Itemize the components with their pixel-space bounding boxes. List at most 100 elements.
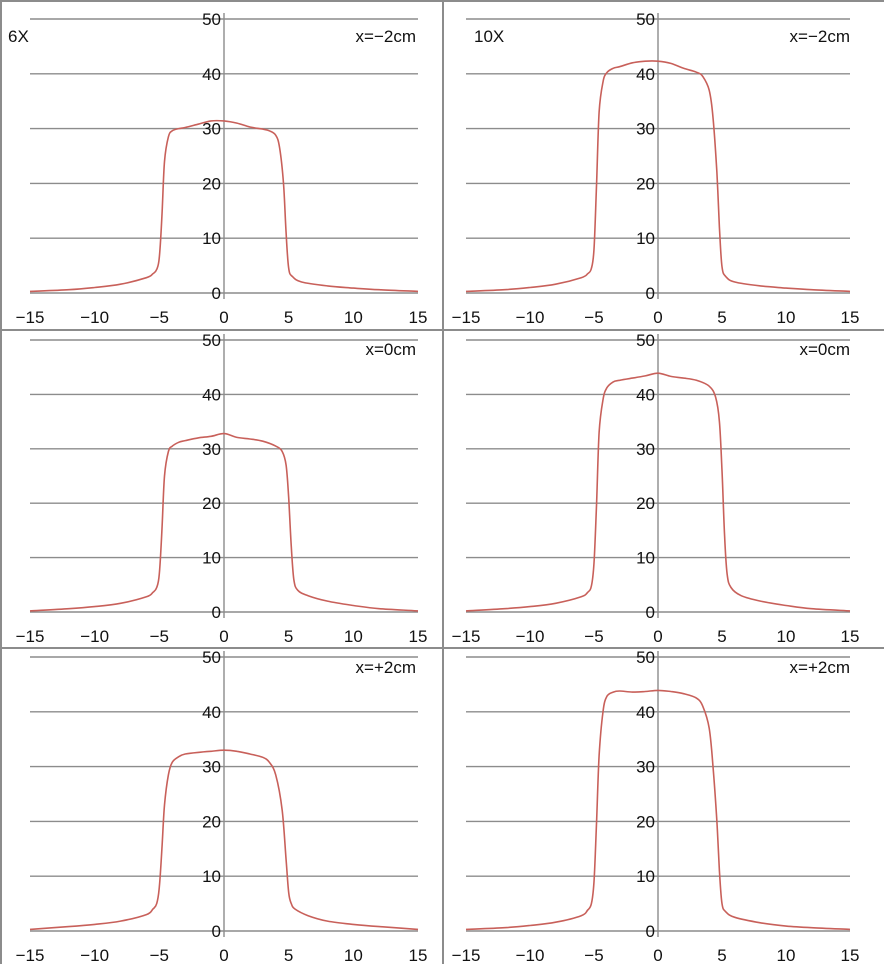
y-tick-label: 10 bbox=[636, 229, 655, 248]
x-tick-label: 5 bbox=[717, 308, 726, 327]
x-tick-label: 10 bbox=[777, 308, 796, 327]
y-tick-label: 50 bbox=[636, 648, 655, 667]
row-divider-2 bbox=[0, 647, 884, 649]
chart-panel-2: 0 10 20 30 40 50 −15 −10 −5 0 5 10 15 10X x=−2cm bbox=[442, 10, 860, 327]
x-tick-label: 5 bbox=[717, 946, 726, 964]
y-tick-label: 30 bbox=[636, 758, 655, 777]
x-tick-label: −10 bbox=[516, 946, 545, 964]
column-divider bbox=[442, 0, 444, 964]
row-divider-1 bbox=[0, 329, 884, 331]
dose-profile-line bbox=[29, 432, 419, 612]
x-tick-label: 15 bbox=[409, 627, 428, 646]
x-tick-label: 10 bbox=[344, 627, 363, 646]
y-tick-label: 30 bbox=[202, 120, 221, 139]
x-tick-label: 5 bbox=[284, 627, 293, 646]
y-tick-label: 40 bbox=[636, 65, 655, 84]
x-tick-label: 10 bbox=[344, 308, 363, 327]
position-label: x=0cm bbox=[365, 340, 416, 359]
x-tick-label: 10 bbox=[777, 627, 796, 646]
x-tick-label: 0 bbox=[653, 308, 662, 327]
y-tick-label: 40 bbox=[636, 385, 655, 404]
y-tick-label: 50 bbox=[636, 331, 655, 350]
y-tick-label: 40 bbox=[202, 65, 221, 84]
y-tick-label: 50 bbox=[202, 10, 221, 29]
position-label: x=−2cm bbox=[356, 27, 416, 46]
y-tick-label: 20 bbox=[636, 174, 655, 193]
x-tick-label: −15 bbox=[452, 627, 481, 646]
y-tick-label: 30 bbox=[636, 440, 655, 459]
chart-panel-6: 0 10 20 30 40 50 −15 −10 −5 0 5 10 15 x=+2cm bbox=[442, 648, 860, 964]
x-tick-label: 5 bbox=[284, 946, 293, 964]
position-label: x=0cm bbox=[799, 340, 850, 359]
x-tick-label: −15 bbox=[16, 627, 45, 646]
y-tick-label: 50 bbox=[202, 331, 221, 350]
x-tick-label: −10 bbox=[516, 308, 545, 327]
chart-panel-1: 0 10 20 30 40 50 −15 −10 −5 0 5 10 15 6X x=−2cm bbox=[0, 10, 428, 327]
y-tick-label: 30 bbox=[202, 440, 221, 459]
x-tick-label: −15 bbox=[452, 946, 481, 964]
x-tick-label: 15 bbox=[409, 946, 428, 964]
y-tick-label: 10 bbox=[202, 229, 221, 248]
y-tick-label: 20 bbox=[636, 812, 655, 831]
position-label: x=+2cm bbox=[356, 658, 416, 677]
y-tick-label: 20 bbox=[202, 494, 221, 513]
x-tick-label: 0 bbox=[219, 308, 228, 327]
y-tick-label: 50 bbox=[202, 648, 221, 667]
chart-panel-3: 0 10 20 30 40 50 −15 −10 −5 0 5 10 15 x=0cm bbox=[0, 331, 428, 646]
x-tick-label: 5 bbox=[717, 627, 726, 646]
y-tick-label: 10 bbox=[636, 549, 655, 568]
y-tick-label: 20 bbox=[636, 494, 655, 513]
y-tick-label: 10 bbox=[202, 549, 221, 568]
y-tick-label: 0 bbox=[212, 922, 221, 941]
x-tick-label: −5 bbox=[584, 308, 603, 327]
x-tick-label: −15 bbox=[452, 308, 481, 327]
x-tick-label: 15 bbox=[841, 308, 860, 327]
y-tick-label: 0 bbox=[646, 284, 655, 303]
y-tick-label: 20 bbox=[202, 174, 221, 193]
x-tick-label: 10 bbox=[777, 946, 796, 964]
x-tick-label: 0 bbox=[653, 627, 662, 646]
y-tick-label: 50 bbox=[636, 10, 655, 29]
position-label: x=+2cm bbox=[790, 658, 850, 677]
dose-profile-line bbox=[29, 749, 419, 931]
y-tick-label: 0 bbox=[646, 603, 655, 622]
energy-label: 6X bbox=[8, 27, 29, 46]
y-tick-label: 40 bbox=[202, 385, 221, 404]
x-tick-label: −5 bbox=[584, 627, 603, 646]
energy-label: 10X bbox=[474, 27, 504, 46]
dose-profile-line bbox=[465, 60, 851, 293]
x-tick-label: −15 bbox=[16, 946, 45, 964]
x-tick-label: 0 bbox=[219, 946, 228, 964]
x-tick-label: 15 bbox=[841, 946, 860, 964]
x-tick-label: 0 bbox=[219, 627, 228, 646]
dose-profile-line bbox=[29, 119, 419, 293]
position-label: x=−2cm bbox=[790, 27, 850, 46]
y-tick-label: 40 bbox=[636, 703, 655, 722]
x-tick-label: −10 bbox=[80, 308, 109, 327]
y-tick-label: 30 bbox=[636, 120, 655, 139]
y-tick-label: 0 bbox=[212, 603, 221, 622]
dose-profile-line bbox=[465, 372, 851, 612]
left-border bbox=[0, 0, 2, 964]
x-tick-label: −5 bbox=[584, 946, 603, 964]
x-tick-label: −10 bbox=[516, 627, 545, 646]
dose-profile-line bbox=[465, 689, 851, 931]
x-tick-label: 10 bbox=[344, 946, 363, 964]
y-tick-label: 40 bbox=[202, 703, 221, 722]
x-tick-label: −5 bbox=[150, 627, 169, 646]
x-tick-label: −10 bbox=[80, 946, 109, 964]
y-tick-label: 10 bbox=[636, 867, 655, 886]
x-tick-label: −5 bbox=[150, 946, 169, 964]
x-tick-label: 15 bbox=[841, 627, 860, 646]
x-tick-label: −5 bbox=[150, 308, 169, 327]
x-tick-label: −15 bbox=[16, 308, 45, 327]
x-tick-label: 15 bbox=[409, 308, 428, 327]
y-tick-label: 0 bbox=[646, 922, 655, 941]
y-tick-label: 20 bbox=[202, 812, 221, 831]
y-tick-label: 10 bbox=[202, 867, 221, 886]
y-tick-label: 0 bbox=[212, 284, 221, 303]
y-tick-label: 30 bbox=[202, 758, 221, 777]
chart-panel-4: 0 10 20 30 40 50 −15 −10 −5 0 5 10 15 x=0cm bbox=[442, 331, 860, 646]
x-tick-label: 5 bbox=[284, 308, 293, 327]
